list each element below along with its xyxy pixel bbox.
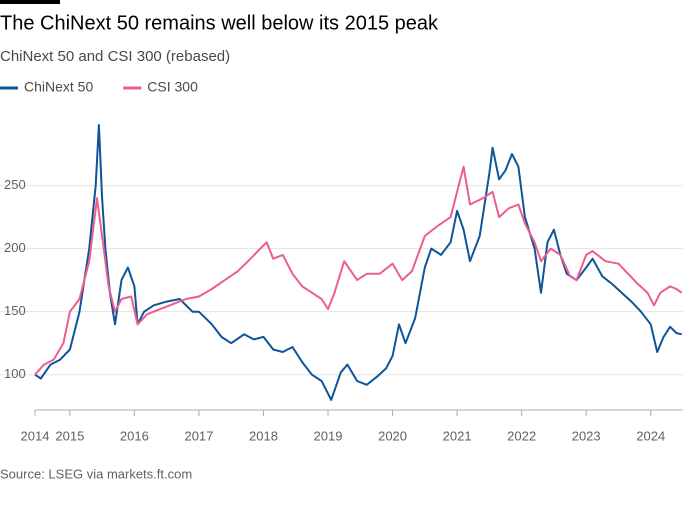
legend-label: CSI 300 (147, 79, 198, 95)
y-tick-label: 150 (4, 303, 26, 318)
legend-label: ChiNext 50 (24, 79, 93, 95)
x-tick-label: 2024 (636, 428, 665, 443)
x-tick-label: 2020 (378, 428, 407, 443)
source-note: Source: LSEG via markets.ft.com (0, 466, 192, 481)
series-line (34, 124, 682, 401)
y-tick-label: 100 (4, 366, 26, 381)
y-tick-label: 250 (4, 177, 26, 192)
chart-title: The ChiNext 50 remains well below its 20… (0, 12, 439, 34)
series-line (34, 165, 683, 376)
x-tick-label: 2015 (55, 428, 84, 443)
x-tick-label: 2017 (184, 428, 213, 443)
chart-subtitle: ChiNext 50 and CSI 300 (rebased) (0, 48, 230, 65)
x-tick-label: 2016 (120, 428, 149, 443)
y-tick-label: 200 (4, 240, 26, 255)
x-tick-label: 2022 (507, 428, 536, 443)
brand-bar (0, 0, 60, 4)
x-tick-label: 2021 (443, 428, 472, 443)
x-tick-label: 2019 (314, 428, 343, 443)
x-tick-label: 2014 (21, 428, 50, 443)
x-tick-label: 2023 (572, 428, 601, 443)
x-tick-label: 2018 (249, 428, 278, 443)
